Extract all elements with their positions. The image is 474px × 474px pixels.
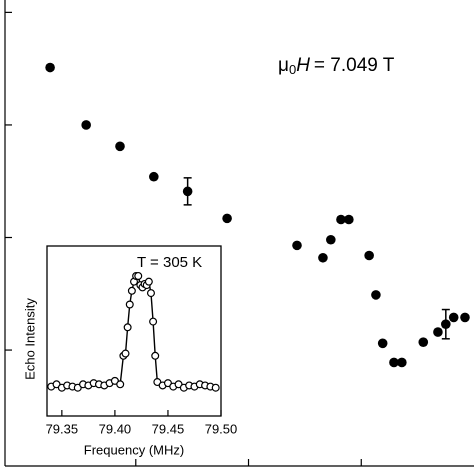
data-point bbox=[146, 289, 155, 298]
data-point bbox=[377, 338, 388, 349]
data-point bbox=[326, 234, 336, 245]
x-tick-label: 79.50 bbox=[205, 421, 238, 436]
data-point bbox=[127, 286, 136, 295]
data-point bbox=[144, 277, 153, 286]
data-point bbox=[134, 271, 143, 280]
y-axis-label: Echo Intensity bbox=[22, 298, 37, 380]
data-point bbox=[222, 213, 232, 224]
data-point bbox=[123, 323, 132, 332]
data-point bbox=[81, 120, 91, 130]
annotation: μ0H = 7.049 T bbox=[278, 55, 395, 77]
x-axis-label: Frequency (MHz) bbox=[84, 442, 184, 457]
data-point bbox=[433, 327, 443, 337]
data-point bbox=[371, 290, 381, 300]
x-tick-label: 79.35 bbox=[46, 421, 79, 436]
data-point bbox=[149, 171, 159, 182]
data-point bbox=[418, 337, 429, 347]
data-point bbox=[45, 62, 55, 73]
data-point bbox=[364, 250, 374, 261]
data-point bbox=[460, 312, 470, 323]
x-tick-label: 79.45 bbox=[152, 421, 185, 436]
x-tick-label: 79.40 bbox=[99, 421, 132, 436]
inset-label: T = 305 K bbox=[137, 254, 202, 271]
data-point bbox=[389, 357, 399, 368]
data-point bbox=[441, 319, 451, 329]
data-point bbox=[448, 312, 459, 323]
data-point bbox=[115, 141, 125, 152]
data-point bbox=[121, 349, 130, 358]
data-point bbox=[397, 357, 407, 368]
annotation-symbol: μ bbox=[278, 55, 289, 76]
data-point bbox=[318, 252, 328, 263]
annotation-subscript: 0 bbox=[289, 62, 296, 77]
data-point bbox=[125, 300, 134, 309]
annotation-text: = 7.049 T bbox=[314, 55, 395, 76]
data-point bbox=[292, 240, 302, 251]
annotation-variable: H bbox=[296, 55, 310, 76]
data-point bbox=[116, 380, 125, 389]
data-point bbox=[336, 214, 346, 225]
data-point bbox=[182, 186, 193, 197]
data-point bbox=[151, 351, 160, 360]
data-point bbox=[344, 214, 354, 225]
data-point bbox=[149, 317, 158, 326]
data-point bbox=[211, 383, 220, 392]
